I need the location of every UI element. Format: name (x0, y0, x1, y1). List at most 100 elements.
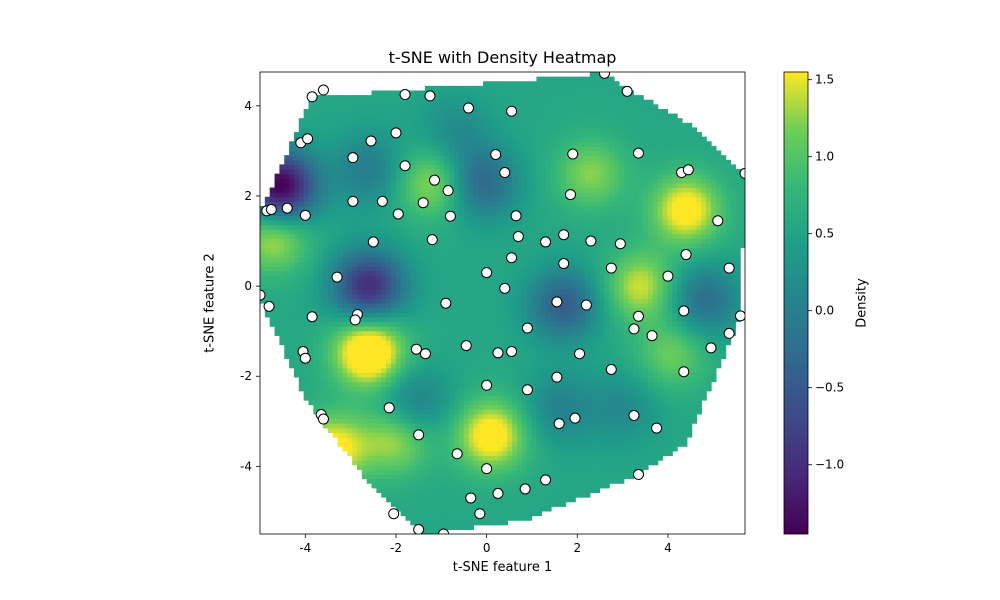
heatmap-cell (551, 210, 557, 216)
heatmap-cell (415, 520, 421, 526)
heatmap-cell (531, 473, 538, 480)
heatmap-cell (512, 182, 518, 189)
heatmap-cell (492, 400, 499, 406)
heatmap-cell (458, 215, 465, 221)
heatmap-cell (376, 372, 382, 378)
heatmap-cell (327, 284, 334, 290)
heatmap-cell (376, 427, 382, 433)
heatmap-cell (405, 510, 411, 517)
heatmap-cell (487, 441, 494, 447)
heatmap-cell (444, 506, 450, 512)
heatmap-cell (458, 104, 465, 110)
heatmap-cell (400, 284, 407, 290)
heatmap-cell (400, 335, 407, 341)
heatmap-cell (439, 339, 445, 346)
heatmap-cell (420, 376, 426, 383)
heatmap-cell (424, 316, 431, 323)
heatmap-cell (473, 483, 479, 489)
heatmap-cell (497, 316, 504, 323)
heatmap-cell (458, 150, 465, 156)
heatmap-cell (531, 478, 538, 484)
heatmap-cell (463, 201, 470, 207)
heatmap-cell (347, 450, 353, 457)
heatmap-cell (390, 99, 397, 105)
heatmap-cell (497, 436, 504, 443)
heatmap-cell (512, 400, 518, 406)
heatmap-cell (371, 363, 377, 369)
heatmap-cell (492, 427, 499, 433)
heatmap-cell (444, 205, 450, 212)
heatmap-cell (395, 224, 402, 230)
heatmap-cell (361, 460, 368, 466)
heatmap-cell (415, 400, 421, 406)
heatmap-cell (313, 122, 319, 129)
heatmap-cell (347, 386, 353, 392)
heatmap-cell (313, 279, 319, 286)
heatmap-cell (405, 483, 411, 489)
heatmap-cell (420, 510, 426, 517)
heatmap-cell (376, 339, 382, 346)
heatmap-cell (429, 330, 436, 336)
heatmap-cell (434, 473, 441, 480)
heatmap-cell (517, 487, 523, 494)
heatmap-cell (357, 242, 363, 249)
heatmap-cell (313, 252, 319, 258)
heatmap-cell (492, 164, 499, 170)
heatmap-cell (512, 95, 518, 101)
heatmap-cell (546, 256, 552, 263)
heatmap-cell (478, 205, 484, 212)
heatmap-cell (424, 118, 431, 124)
heatmap-cell (390, 427, 397, 433)
heatmap-cell (473, 446, 479, 452)
heatmap-cell (410, 372, 416, 378)
heatmap-cell (541, 205, 547, 212)
heatmap-cell (400, 409, 407, 415)
heatmap-cell (308, 192, 314, 198)
heatmap-cell (420, 460, 426, 466)
heatmap-cell (507, 127, 513, 133)
heatmap-cell (526, 201, 533, 207)
heatmap-cell (289, 312, 295, 318)
heatmap-cell (274, 275, 280, 281)
heatmap-cell (332, 372, 339, 378)
heatmap-cell (468, 242, 474, 249)
heatmap-cell (361, 261, 368, 267)
heatmap-cell (323, 298, 329, 304)
heatmap-cell (449, 270, 455, 276)
heatmap-cell (502, 446, 508, 452)
heatmap-cell (410, 363, 416, 369)
heatmap-cell (332, 261, 339, 267)
heatmap-cell (381, 159, 387, 165)
heatmap-cell (526, 182, 533, 189)
heatmap-cell (381, 205, 387, 212)
heatmap-cell (429, 205, 436, 212)
heatmap-cell (289, 349, 295, 355)
heatmap-cell (444, 321, 450, 327)
heatmap-cell (415, 358, 421, 364)
heatmap-cell (492, 95, 499, 101)
heatmap-cell (463, 173, 470, 179)
heatmap-cell (400, 372, 407, 378)
heatmap-cell (546, 90, 552, 96)
heatmap-cell (502, 316, 508, 323)
heatmap-cell (429, 201, 436, 207)
heatmap-cell (352, 108, 358, 115)
heatmap-cell (405, 464, 411, 470)
heatmap-cell (289, 335, 295, 341)
heatmap-cell (400, 469, 407, 475)
heatmap-cell (541, 367, 547, 373)
heatmap-cell (327, 242, 334, 249)
heatmap-cell (289, 187, 295, 193)
heatmap-cell (487, 159, 494, 165)
heatmap-cell (357, 108, 363, 115)
heatmap-cell (279, 169, 285, 175)
heatmap-cell (357, 173, 363, 179)
heatmap-cell (483, 436, 489, 443)
heatmap-cell (546, 307, 552, 313)
heatmap-cell (415, 113, 421, 119)
heatmap-cell (337, 312, 344, 318)
heatmap-cell (357, 464, 363, 470)
heatmap-cell (381, 182, 387, 189)
heatmap-cell (492, 266, 499, 272)
heatmap-cell (293, 247, 300, 253)
